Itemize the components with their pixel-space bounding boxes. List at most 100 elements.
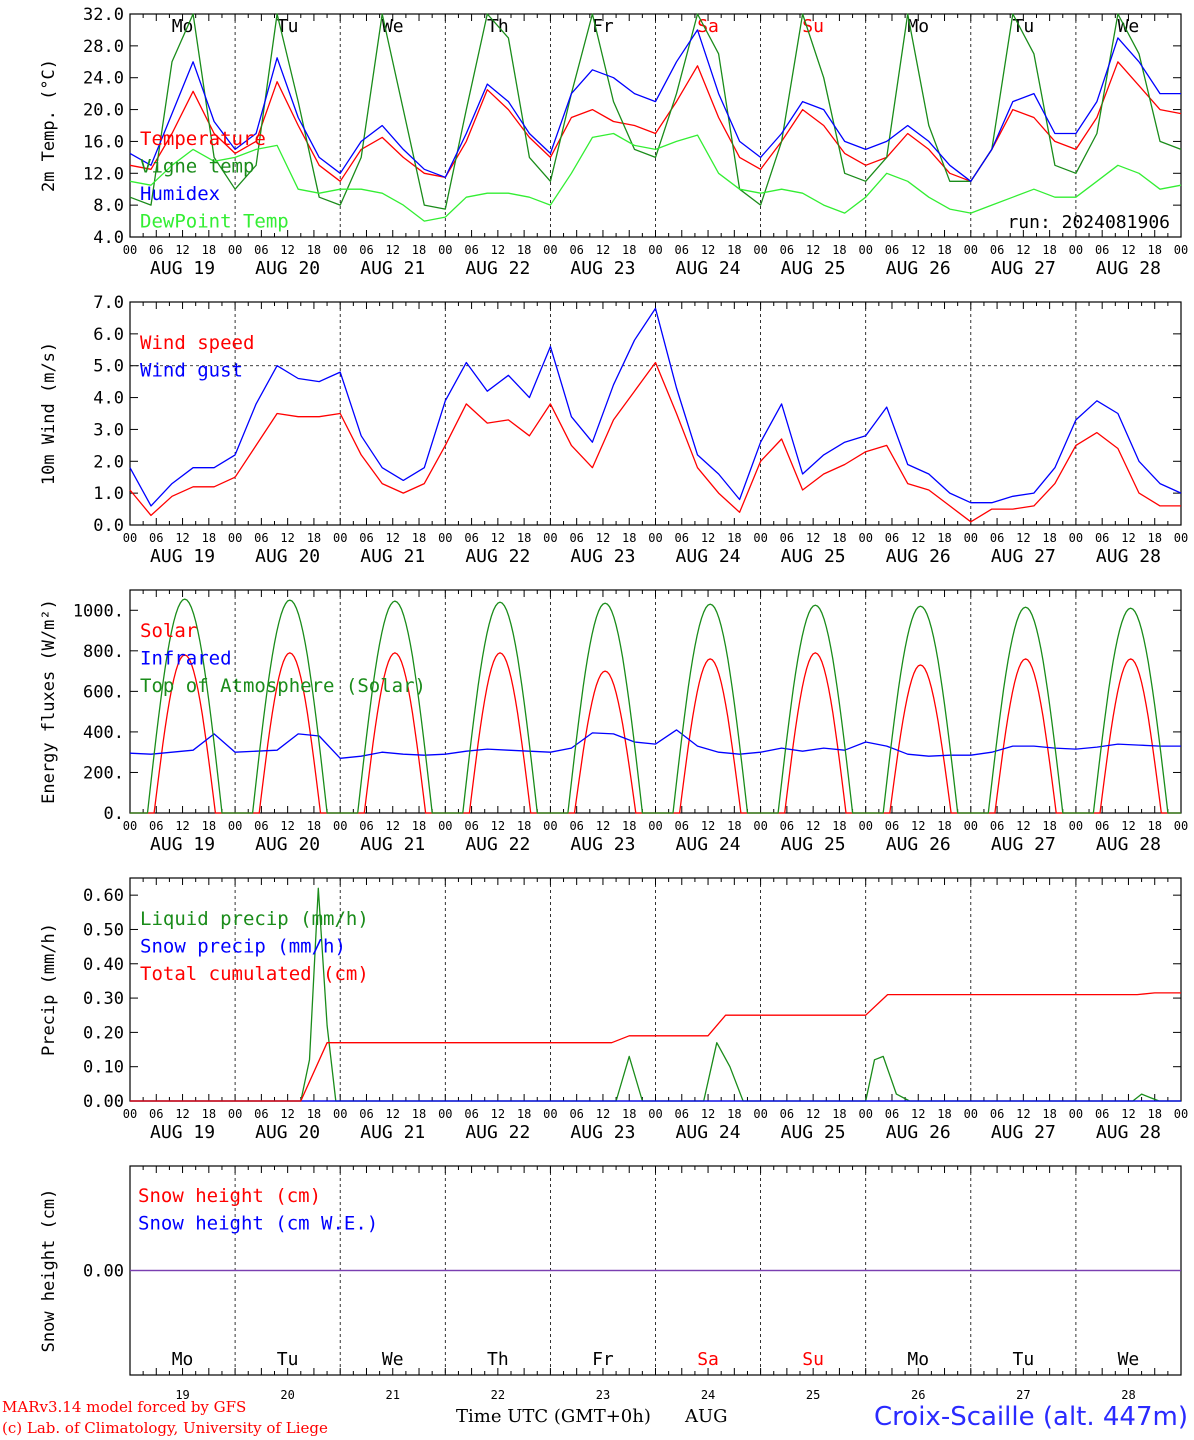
weekday-label: Su [802,1349,824,1370]
hour-tick-label: 18 [1147,531,1161,545]
y-tick-label: 400. [83,723,124,743]
hour-tick-label: 06 [675,819,689,833]
hour-tick-label: 12 [1121,819,1135,833]
hour-tick-label: 12 [1016,531,1030,545]
y-axis-label: Energy fluxes (W/m²) [39,599,59,804]
date-label: AUG 28 [1096,546,1161,567]
y-tick-label: 0.20 [83,1023,124,1043]
hour-tick-label: 18 [412,819,426,833]
date-label: AUG 27 [991,1122,1056,1143]
hour-tick-label: 12 [701,531,715,545]
day-number: 23 [596,1388,610,1402]
date-label: AUG 19 [150,1122,215,1143]
hour-tick-label: 12 [491,243,505,257]
hour-tick-label: 06 [780,531,794,545]
date-label: AUG 25 [781,546,846,567]
hour-tick-label: 18 [202,1107,216,1121]
hour-tick-label: 00 [1069,1107,1083,1121]
hour-tick-label: 06 [149,819,163,833]
y-tick-label: 0.30 [83,989,124,1009]
date-label: AUG 26 [886,258,951,279]
y-tick-label: 2.0 [93,452,124,472]
y-tick-label: 4.0 [93,228,124,248]
hour-tick-label: 12 [175,243,189,257]
date-label: AUG 24 [676,1122,741,1143]
y-tick-label: 8.0 [93,196,124,216]
hour-tick-label: 18 [937,1107,951,1121]
hour-tick-label: 06 [885,243,899,257]
plot-frame-1 [129,301,1182,526]
hour-tick-label: 12 [596,819,610,833]
hour-tick-label: 06 [780,243,794,257]
y-tick-label: 0. [104,804,124,824]
hour-tick-label: 12 [911,243,925,257]
hour-tick-label: 12 [806,243,820,257]
hour-tick-label: 00 [543,1107,557,1121]
lab-credit: (c) Lab. of Climatology, University of L… [2,1419,328,1437]
model-credit: MARv3.14 model forced by GFS [2,1398,247,1416]
hour-tick-label: 12 [1121,243,1135,257]
date-label: AUG 23 [570,546,635,567]
hour-tick-label: 12 [701,819,715,833]
station-title: Croix-Scaille (alt. 447m) [874,1402,1188,1432]
weekday-label: Mo [172,1349,194,1370]
hour-tick-label: 00 [753,243,767,257]
weekday-label: Fr [592,1349,614,1370]
hour-tick-label: 06 [1095,243,1109,257]
hour-tick-label: 00 [858,819,872,833]
hour-tick-label: 00 [964,243,978,257]
legend-entry: Top of Atmosphere (Solar) [140,675,426,697]
hour-tick-label: 00 [964,1107,978,1121]
hour-tick-label: 06 [675,531,689,545]
weekday-label: Fr [592,16,614,37]
weekday-label: We [1118,1349,1140,1370]
date-label: AUG 26 [886,546,951,567]
y-tick-label: 0.10 [83,1058,124,1078]
legend-entry: Liquid precip (mm/h) [140,908,369,930]
weekday-label: Th [487,1349,509,1370]
day-number: 26 [911,1388,925,1402]
hour-tick-label: 00 [858,1107,872,1121]
hour-tick-label: 00 [543,243,557,257]
date-label: AUG 27 [991,258,1056,279]
date-label: AUG 20 [255,258,320,279]
y-axis-label: Snow height (cm) [39,1189,59,1353]
hour-tick-label: 06 [569,819,583,833]
series-line-wind-gust [129,307,1182,507]
hour-tick-label: 18 [622,531,636,545]
hour-tick-label: 06 [1095,1107,1109,1121]
legend-entry: Solar [140,620,197,642]
hour-tick-label: 18 [937,819,951,833]
date-label: AUG 28 [1096,1122,1161,1143]
hour-tick-label: 12 [386,531,400,545]
hour-tick-label: 00 [648,1107,662,1121]
hour-tick-label: 12 [806,1107,820,1121]
hour-tick-label: 00 [123,531,137,545]
date-label: AUG 23 [570,834,635,855]
hour-tick-label: 18 [1147,243,1161,257]
date-label: AUG 27 [991,834,1056,855]
weekday-label: Tu [1013,16,1035,37]
hour-tick-label: 00 [123,819,137,833]
date-label: AUG 21 [360,258,425,279]
hour-tick-label: 00 [228,243,242,257]
hour-tick-label: 00 [438,819,452,833]
hour-tick-label: 18 [202,819,216,833]
hour-tick-label: 18 [412,1107,426,1121]
hour-tick-label: 18 [307,819,321,833]
hour-tick-label: 06 [254,819,268,833]
hour-tick-label: 18 [202,243,216,257]
hour-tick-label: 06 [780,819,794,833]
legend-entry: Snow height (cm W.E.) [138,1213,378,1235]
hour-tick-label: 06 [885,819,899,833]
hour-tick-label: 00 [438,243,452,257]
weekday-label: We [1118,16,1140,37]
hour-tick-label: 18 [622,819,636,833]
legend-entry: Total cumulated (cm) [140,963,369,985]
date-label: AUG 25 [781,258,846,279]
y-tick-label: 6.0 [93,325,124,345]
weekday-label: Mo [907,1349,929,1370]
day-number: 21 [386,1388,400,1402]
hour-tick-label: 00 [964,531,978,545]
hour-tick-label: 00 [858,243,872,257]
